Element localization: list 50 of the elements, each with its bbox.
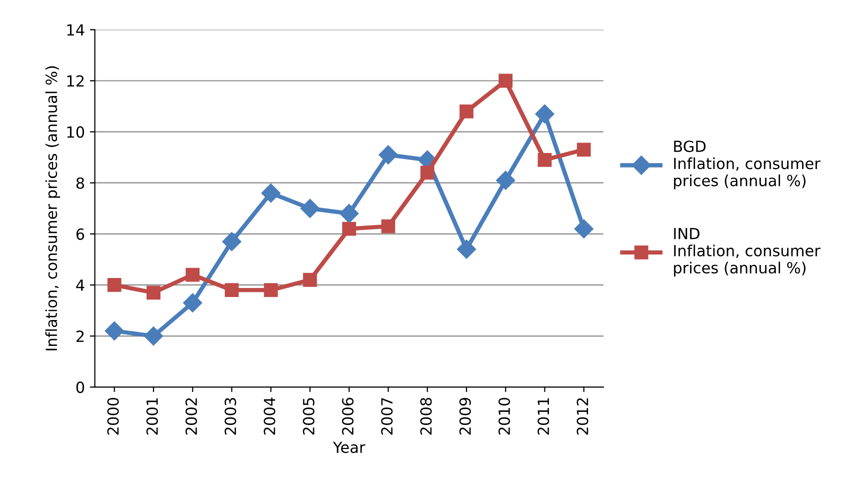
x-tick-label: 2008 <box>420 398 432 435</box>
point <box>460 104 474 118</box>
point <box>222 232 242 252</box>
point <box>183 293 202 312</box>
y-axis-title: Inflation, consumer prices (annual %) <box>45 66 60 350</box>
point <box>224 283 239 298</box>
point <box>264 283 278 298</box>
x-tick-label: 2005 <box>302 398 314 435</box>
point <box>538 152 552 167</box>
y-tick-label: 8 <box>76 177 84 189</box>
legend-label: IND Inflation, consumer prices (annual %) <box>674 228 820 276</box>
point <box>104 321 124 340</box>
point <box>498 74 513 88</box>
x-tick-label: 2006 <box>342 398 354 435</box>
x-tick-label: 2003 <box>224 398 236 435</box>
x-tick-label: 2010 <box>498 398 510 435</box>
y-tick-label: 0 <box>76 382 84 394</box>
point <box>144 326 164 346</box>
point <box>186 268 200 282</box>
point <box>340 204 359 224</box>
point <box>378 145 398 164</box>
point <box>107 278 122 292</box>
x-axis-title: Year <box>332 442 366 454</box>
x-tick-label: 2004 <box>264 398 276 435</box>
y-tick-label: 4 <box>76 280 84 291</box>
x-tick-label: 2009 <box>459 398 471 435</box>
point <box>576 142 591 157</box>
point <box>535 104 554 124</box>
y-tick-label: 10 <box>67 126 84 138</box>
y-tick-label: 14 <box>67 24 84 36</box>
point <box>456 240 476 259</box>
x-tick-label: 2002 <box>186 398 198 435</box>
x-tick-label: 2001 <box>146 398 158 435</box>
legend-label: BGD Inflation, consumer prices (annual %) <box>674 140 820 190</box>
point <box>496 170 516 190</box>
point <box>300 198 320 218</box>
y-tick-label: 12 <box>67 75 84 87</box>
x-tick-label: 2007 <box>381 398 393 435</box>
point <box>261 184 280 203</box>
x-tick-label: 2012 <box>576 398 588 435</box>
x-tick-label: 2000 <box>107 398 119 435</box>
point <box>146 286 160 300</box>
point <box>381 219 396 234</box>
point <box>574 219 594 238</box>
y-tick-label: 2 <box>76 330 84 342</box>
y-tick-label: 6 <box>76 228 84 240</box>
point <box>342 222 356 236</box>
point <box>303 272 317 287</box>
x-tick-label: 2011 <box>538 398 550 435</box>
point <box>420 166 434 180</box>
